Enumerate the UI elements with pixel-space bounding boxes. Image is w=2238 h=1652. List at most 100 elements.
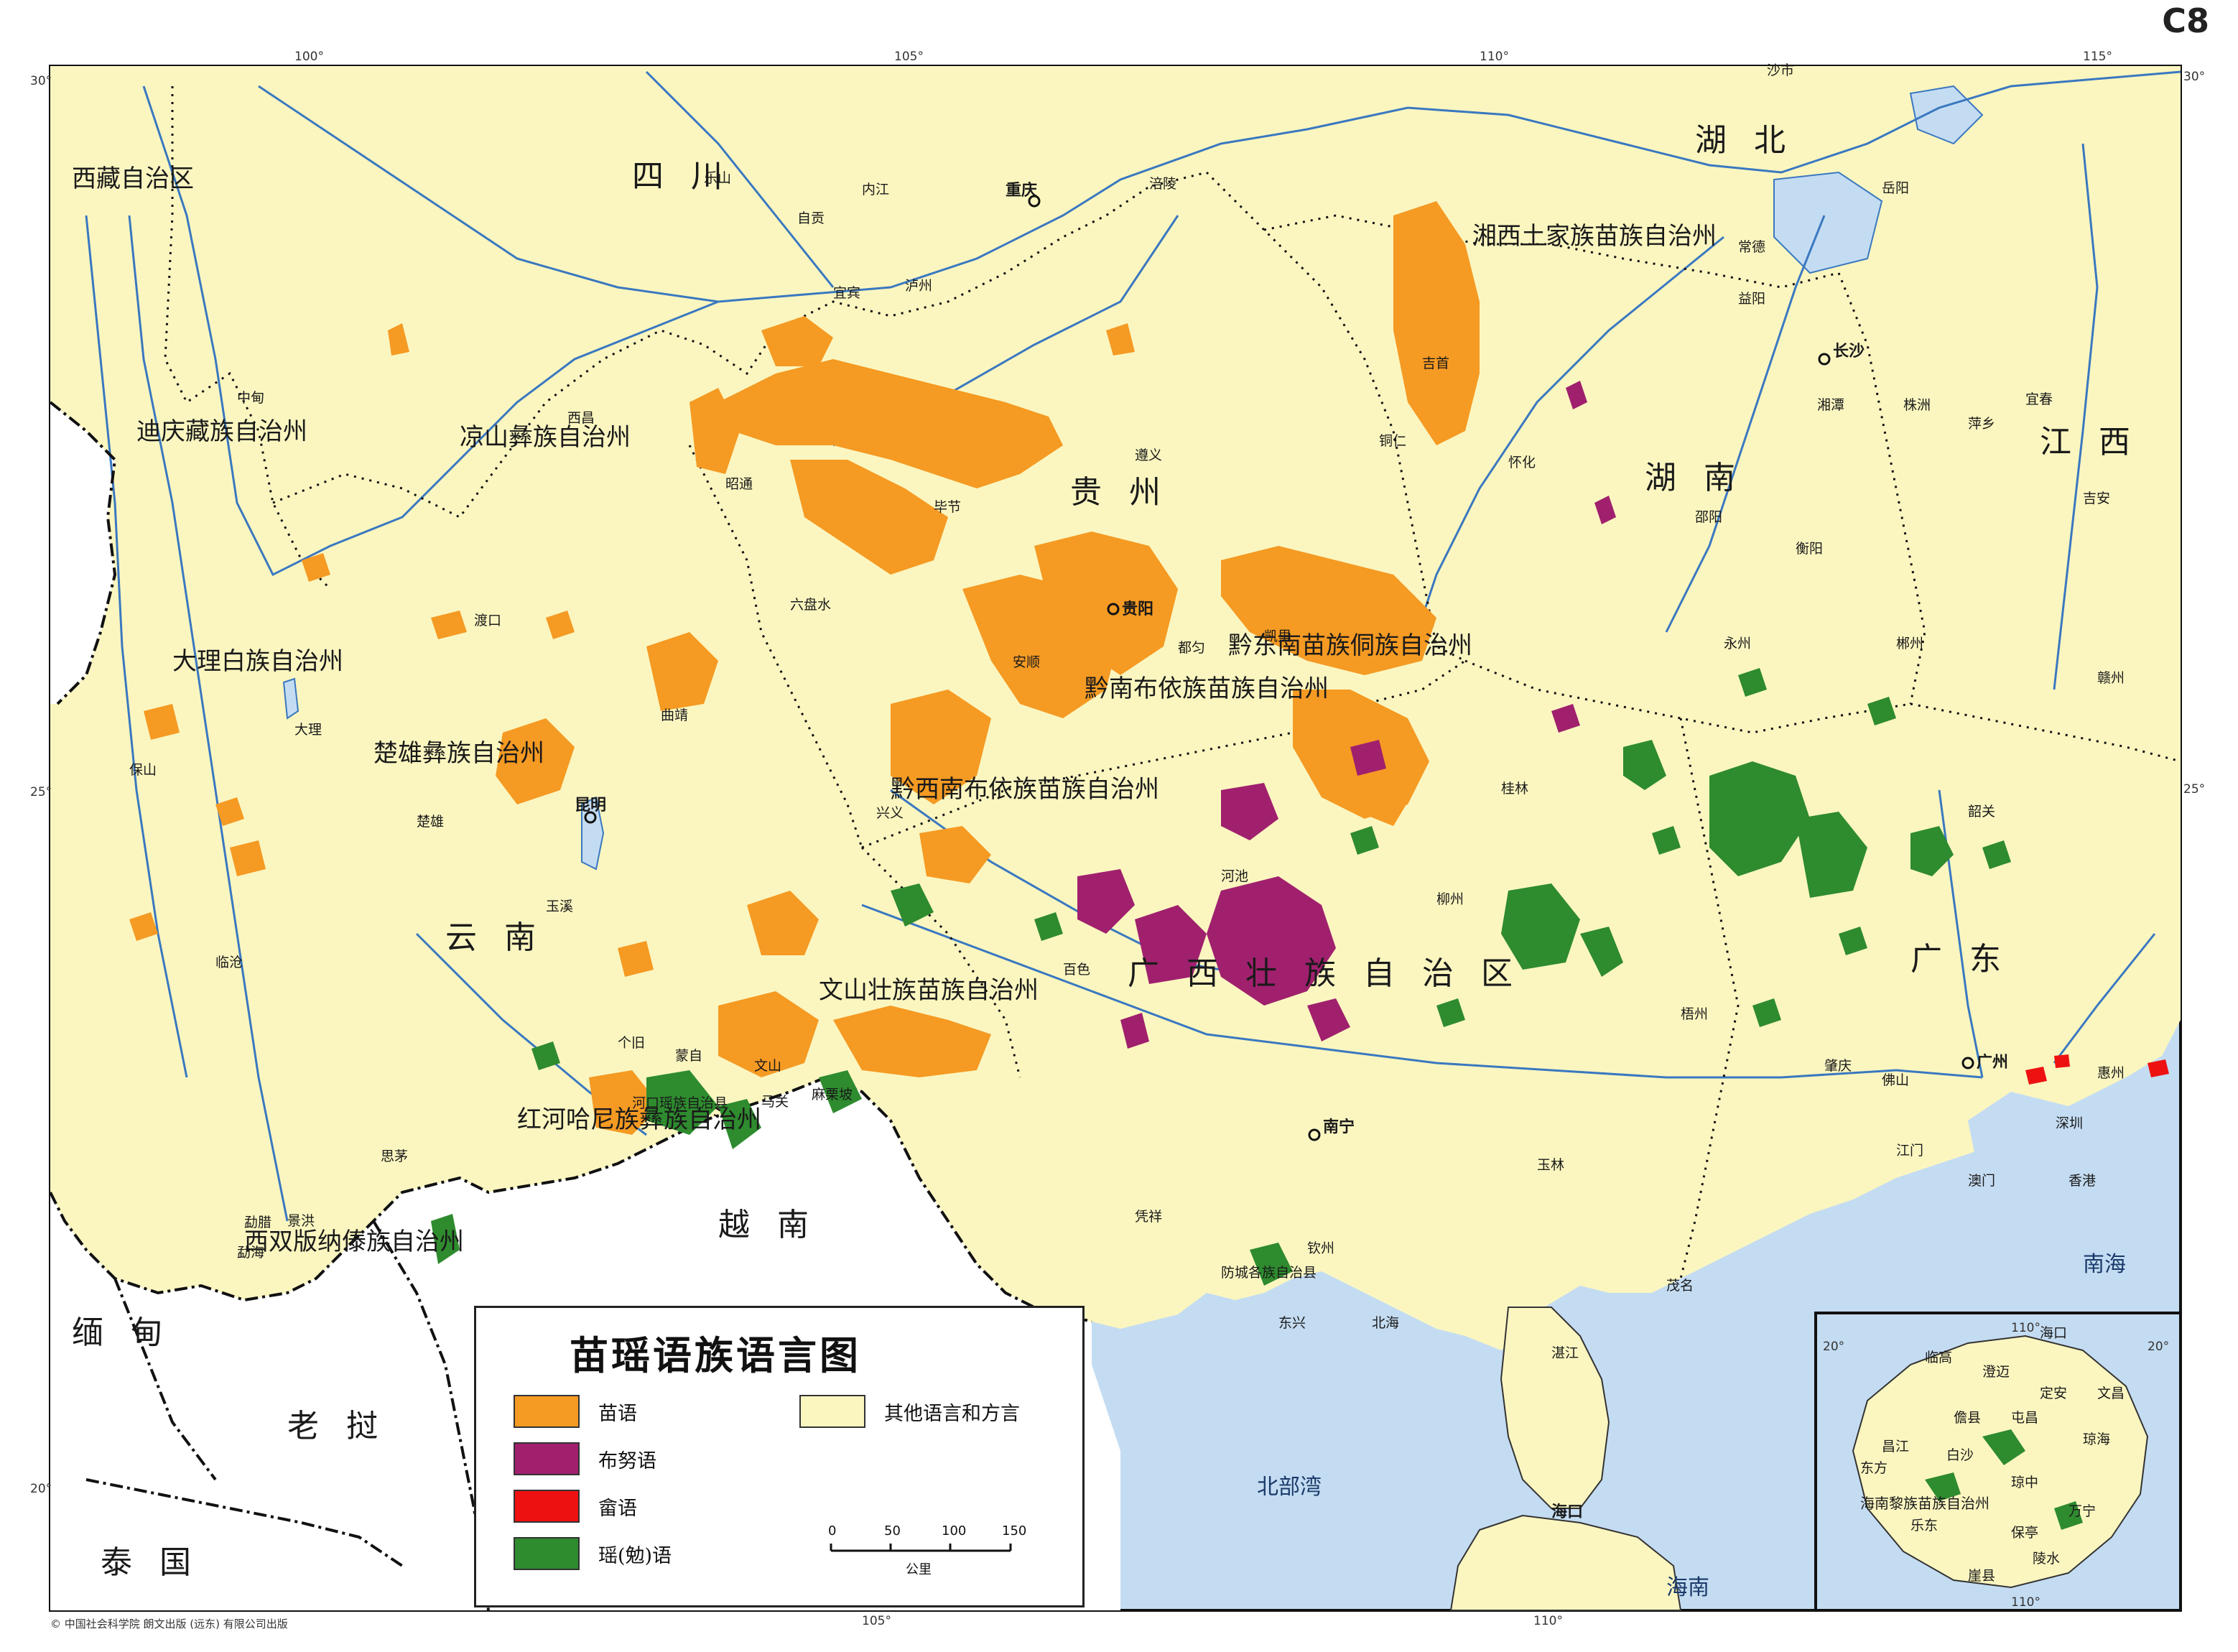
label-guangdong: 广东 <box>1910 941 2028 978</box>
city-label-zhongdian: 中甸 <box>237 390 264 406</box>
yao-area-small-1 <box>1738 668 1767 697</box>
city-label-chongqing: 重庆 <box>1006 181 1037 200</box>
border-sichuan-guizhou <box>775 171 1207 332</box>
miao-area-qujing <box>646 632 718 711</box>
land-myanmar-west <box>50 402 115 704</box>
label-yunnan: 云南 <box>445 919 563 956</box>
coord-top-110: 110° <box>1480 50 1509 64</box>
border-china-vietnam-laos-myanmar <box>49 1075 1092 1323</box>
international-borders <box>49 401 1092 1611</box>
inset-city-qionghai: 琼海 <box>2083 1431 2110 1447</box>
inset-city-wanning: 万宁 <box>2068 1503 2096 1519</box>
city-label-hongkong: 香港 <box>2068 1173 2096 1189</box>
label-jiangxi: 江西 <box>2040 424 2158 460</box>
miao-area-kaili <box>1221 546 1436 675</box>
city-label-malipo: 麻栗坡 <box>812 1087 853 1103</box>
hainan-island-main <box>1449 1514 1682 1611</box>
city-label-yibin: 宜宾 <box>833 285 860 301</box>
bunu-area-small-2 <box>1594 496 1616 524</box>
miao-area-honghe <box>589 1070 661 1135</box>
label-myanmar-south: 缅甸 <box>72 1314 190 1351</box>
city-label-kaili: 凯里 <box>1264 628 1291 644</box>
region-labels: 西藏自治区 迪庆藏族自治州 大理白族自治州 楚雄彝族自治州 文山壮族苗族自治州 … <box>72 164 1717 1256</box>
inset-miao-patch-2 <box>2054 1501 2083 1530</box>
city-label-anshun: 安顺 <box>1013 654 1040 670</box>
city-label-changsha: 长沙 <box>1833 342 1865 361</box>
label-xiangxi: 湘西土家族苗族自治州 <box>1472 222 1717 251</box>
label-thailand: 泰国 <box>101 1544 218 1581</box>
yao-area-ruyuan <box>1910 826 1954 876</box>
inset-city-wenchang: 文昌 <box>2097 1386 2125 1401</box>
legend-label-miao: 苗语 <box>598 1402 637 1425</box>
border-guizhou-guangxi <box>861 659 1466 849</box>
label-sichuan: 四川 <box>632 158 750 195</box>
city-label-shaoguan: 韶关 <box>1968 804 1995 820</box>
label-guangxi: 广西壮族自治区 <box>1128 955 1540 992</box>
yao-area-small-7 <box>1034 912 1063 941</box>
city-label-chenzhou: 郴州 <box>1896 636 1923 651</box>
label-dali: 大理白族自治州 <box>172 647 343 676</box>
city-label-wuzhou: 梧州 <box>1681 1006 1708 1022</box>
river-gan <box>2053 143 2099 690</box>
miao-area-xiangxi <box>1393 201 1480 445</box>
inset-city-chengmai: 澄迈 <box>1982 1364 2010 1380</box>
inset-city-qiongzhong: 琼中 <box>2011 1475 2038 1490</box>
miao-area-sichuan-south <box>761 316 833 366</box>
miao-area-mengzi <box>747 891 819 955</box>
coord-left-20: 20° <box>30 1482 52 1496</box>
city-label-dali: 大理 <box>294 722 322 738</box>
city-dot-changsha <box>1818 353 1831 366</box>
legend-box: 苗瑶语族语言图 苗语 布努语 畲语 瑶(勉)语 其他语言和方言 0 50 100… <box>474 1306 1085 1607</box>
scale-tick-100: 100 <box>942 1523 967 1539</box>
she-area-haifeng <box>2025 1067 2047 1085</box>
miao-area-central-guizhou <box>1034 532 1178 675</box>
legend-swatch-miao <box>514 1395 580 1428</box>
inset-labels: 海南黎族苗族自治州 海口 文昌 定安 屯昌 澄迈 临高 儋县 昌江 白沙 琼中 … <box>1860 1325 2125 1584</box>
yao-area-malipo <box>819 1070 862 1113</box>
label-xishuangbanna: 西双版纳傣族自治州 <box>244 1228 464 1256</box>
miao-area-pingbian <box>833 1006 991 1077</box>
legend-label-other: 其他语言和方言 <box>884 1402 1020 1425</box>
river-yuanjiang-hunan <box>1406 236 1724 662</box>
border-myanmar-west <box>49 401 117 705</box>
label-qiandongnan: 黔东南苗族侗族自治州 <box>1228 631 1472 660</box>
inset-city-haikou: 海口 <box>2040 1325 2067 1341</box>
yao-area-shangsi <box>1250 1243 1293 1286</box>
yao-area-funing <box>891 883 934 927</box>
city-label-menghai: 勐海 <box>237 1245 264 1261</box>
label-chuxiong: 楚雄彝族自治州 <box>373 739 544 768</box>
label-qiannan: 黔南布依族苗族自治州 <box>1085 674 1329 703</box>
city-label-hengyang: 衡阳 <box>1796 541 1823 557</box>
miao-area-chuxiong <box>496 718 575 804</box>
miao-area-small-9 <box>546 611 575 639</box>
border-guangxi-guangdong <box>1679 718 1740 1279</box>
legend-item-bunu: 布努语 <box>514 1442 656 1476</box>
city-label-neijiang: 内江 <box>862 182 889 198</box>
label-xizang: 西藏自治区 <box>72 164 194 193</box>
bunu-area-small-3 <box>1120 1013 1149 1049</box>
city-dot-guangzhou <box>1961 1057 1974 1069</box>
coord-top-100: 100° <box>294 50 324 64</box>
sheet-code: C8 <box>2162 1 2209 40</box>
yao-area-liannan <box>1796 812 1867 898</box>
yao-area-small-9 <box>1982 840 2011 869</box>
city-label-zhanjiang: 湛江 <box>1551 1345 1579 1361</box>
inset-city-tunchang: 屯昌 <box>2011 1410 2038 1426</box>
yao-language-areas <box>431 668 2083 1501</box>
miao-area-small-5 <box>431 611 467 639</box>
city-label-zhaotong: 昭通 <box>725 476 753 492</box>
province-labels: 四川 湖北 贵州 湖南 江西 云南 广西壮族自治区 广东 越南 老挝 缅甸 泰国 <box>72 122 2158 1581</box>
city-label-fangcheng: 防城各族自治县 <box>1221 1265 1317 1281</box>
city-label-jishou: 吉首 <box>1422 356 1449 371</box>
bunu-language-areas <box>1077 381 1616 1049</box>
miao-area-small-2 <box>230 840 266 876</box>
city-label-qujing: 曲靖 <box>661 707 688 723</box>
inset-city-yaxian: 崖县 <box>1968 1568 1995 1584</box>
map-title: 苗瑶语族语言图 <box>570 1332 861 1378</box>
city-label-macau: 澳门 <box>1968 1173 1995 1189</box>
city-label-simao: 思茅 <box>381 1148 408 1164</box>
city-label-huizhou: 惠州 <box>2097 1065 2125 1081</box>
city-label-nanning: 南宁 <box>1323 1118 1355 1136</box>
inset-city-baoting: 保亭 <box>2011 1525 2038 1541</box>
river-jinsha <box>142 85 719 577</box>
